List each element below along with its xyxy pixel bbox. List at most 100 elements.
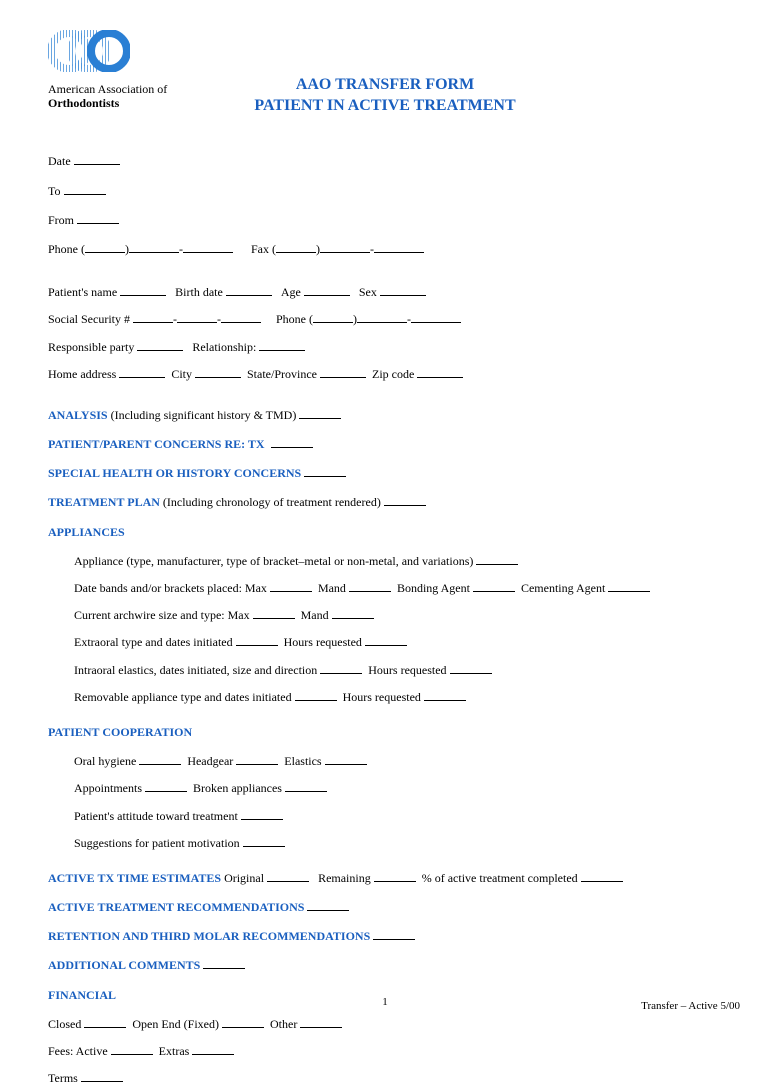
blank[interactable]	[365, 636, 407, 647]
head-health: SPECIAL HEALTH OR HISTORY CONCERNS	[48, 466, 301, 480]
blank[interactable]	[139, 754, 181, 765]
blank[interactable]	[417, 367, 463, 378]
blank[interactable]	[325, 754, 367, 765]
blank[interactable]	[177, 313, 217, 324]
head-coop: PATIENT COOPERATION	[48, 725, 192, 739]
label-zip: Zip code	[372, 367, 414, 381]
head-ret: RETENTION AND THIRD MOLAR RECOMMENDATION…	[48, 929, 370, 943]
blank[interactable]	[299, 408, 341, 419]
blank[interactable]	[236, 754, 278, 765]
blank[interactable]	[226, 285, 272, 296]
row-date: Date	[48, 152, 722, 171]
blank[interactable]	[608, 581, 650, 592]
blank[interactable]	[267, 871, 309, 882]
logo-line1: American Association of	[48, 82, 167, 96]
coop-l2: Appointments Broken appliances	[74, 779, 722, 798]
blank[interactable]	[313, 313, 353, 324]
label-state: State/Province	[247, 367, 317, 381]
blank[interactable]	[476, 554, 518, 565]
logo-rings	[48, 30, 722, 76]
blank[interactable]	[304, 285, 350, 296]
app-l3: Current archwire size and type: Max Mand	[74, 606, 722, 625]
blank[interactable]	[332, 608, 374, 619]
blank[interactable]	[320, 367, 366, 378]
blank[interactable]	[203, 959, 245, 970]
coop-l1: Oral hygiene Headgear Elastics	[74, 752, 722, 771]
label-name: Patient's name	[48, 285, 117, 299]
row-to: To	[48, 182, 722, 201]
blank[interactable]	[307, 900, 349, 911]
fin-l1: Closed Open End (Fixed) Other	[48, 1015, 722, 1034]
blank[interactable]	[271, 437, 313, 448]
blank[interactable]	[473, 581, 515, 592]
section-analysis: ANALYSIS (Including significant history …	[48, 406, 722, 425]
blank[interactable]	[77, 213, 119, 224]
blank[interactable]	[74, 155, 120, 166]
blank[interactable]	[450, 663, 492, 674]
row-party: Responsible party Relationship:	[48, 338, 722, 357]
fin-l3: Terms	[48, 1069, 722, 1088]
label-phone2: Phone	[276, 312, 306, 326]
blank[interactable]	[120, 285, 166, 296]
blank[interactable]	[81, 1071, 123, 1082]
head-plan: TREATMENT PLAN	[48, 495, 160, 509]
blank[interactable]	[276, 242, 316, 253]
blank[interactable]	[349, 581, 391, 592]
blank[interactable]	[111, 1044, 153, 1055]
blank[interactable]	[295, 690, 337, 701]
sub-plan: (Including chronology of treatment rende…	[163, 495, 381, 509]
blank[interactable]	[137, 340, 183, 351]
blank[interactable]	[183, 242, 233, 253]
blank[interactable]	[129, 242, 179, 253]
blank[interactable]	[243, 836, 285, 847]
blank[interactable]	[380, 285, 426, 296]
blank[interactable]	[581, 871, 623, 882]
blank[interactable]	[133, 313, 173, 324]
section-estimates: ACTIVE TX TIME ESTIMATES Original Remain…	[48, 869, 722, 888]
head-analysis: ANALYSIS	[48, 408, 108, 422]
fin-l2: Fees: Active Extras	[48, 1042, 722, 1061]
label-address: Home address	[48, 367, 116, 381]
blank[interactable]	[300, 1017, 342, 1028]
blank[interactable]	[320, 663, 362, 674]
blank[interactable]	[241, 809, 283, 820]
blank[interactable]	[270, 581, 312, 592]
blank[interactable]	[195, 367, 241, 378]
blank[interactable]	[253, 608, 295, 619]
blank[interactable]	[119, 367, 165, 378]
blank[interactable]	[145, 782, 187, 793]
blank[interactable]	[259, 340, 305, 351]
blank[interactable]	[64, 184, 106, 195]
coop-l3: Patient's attitude toward treatment	[74, 807, 722, 826]
app-l1: Appliance (type, manufacturer, type of b…	[74, 552, 722, 571]
section-concerns: PATIENT/PARENT CONCERNS RE: TX	[48, 435, 722, 454]
label-age: Age	[281, 285, 301, 299]
blank[interactable]	[221, 313, 261, 324]
blank[interactable]	[424, 690, 466, 701]
blank[interactable]	[411, 313, 461, 324]
section-health: SPECIAL HEALTH OR HISTORY CONCERNS	[48, 464, 722, 483]
blank[interactable]	[384, 496, 426, 507]
row-patient-name: Patient's name Birth date Age Sex	[48, 283, 722, 302]
head-com: ADDITIONAL COMMENTS	[48, 958, 200, 972]
head-fin: FINANCIAL	[48, 988, 116, 1002]
section-coop: PATIENT COOPERATION	[48, 723, 722, 742]
blank[interactable]	[320, 242, 370, 253]
row-ssn: Social Security # -- Phone ()-	[48, 310, 722, 329]
app-l4: Extraoral type and dates initiated Hours…	[74, 633, 722, 652]
blank[interactable]	[192, 1044, 234, 1055]
blank[interactable]	[373, 929, 415, 940]
blank[interactable]	[222, 1017, 264, 1028]
blank[interactable]	[84, 1017, 126, 1028]
label-rel: Relationship:	[192, 340, 256, 354]
blank[interactable]	[285, 782, 327, 793]
head-concerns: PATIENT/PARENT CONCERNS RE: TX	[48, 437, 265, 451]
blank[interactable]	[374, 242, 424, 253]
blank[interactable]	[85, 242, 125, 253]
blank[interactable]	[236, 636, 278, 647]
blank[interactable]	[357, 313, 407, 324]
section-comments: ADDITIONAL COMMENTS	[48, 956, 722, 975]
blank[interactable]	[304, 466, 346, 477]
blank[interactable]	[374, 871, 416, 882]
section-recs: ACTIVE TREATMENT RECOMMENDATIONS	[48, 898, 722, 917]
